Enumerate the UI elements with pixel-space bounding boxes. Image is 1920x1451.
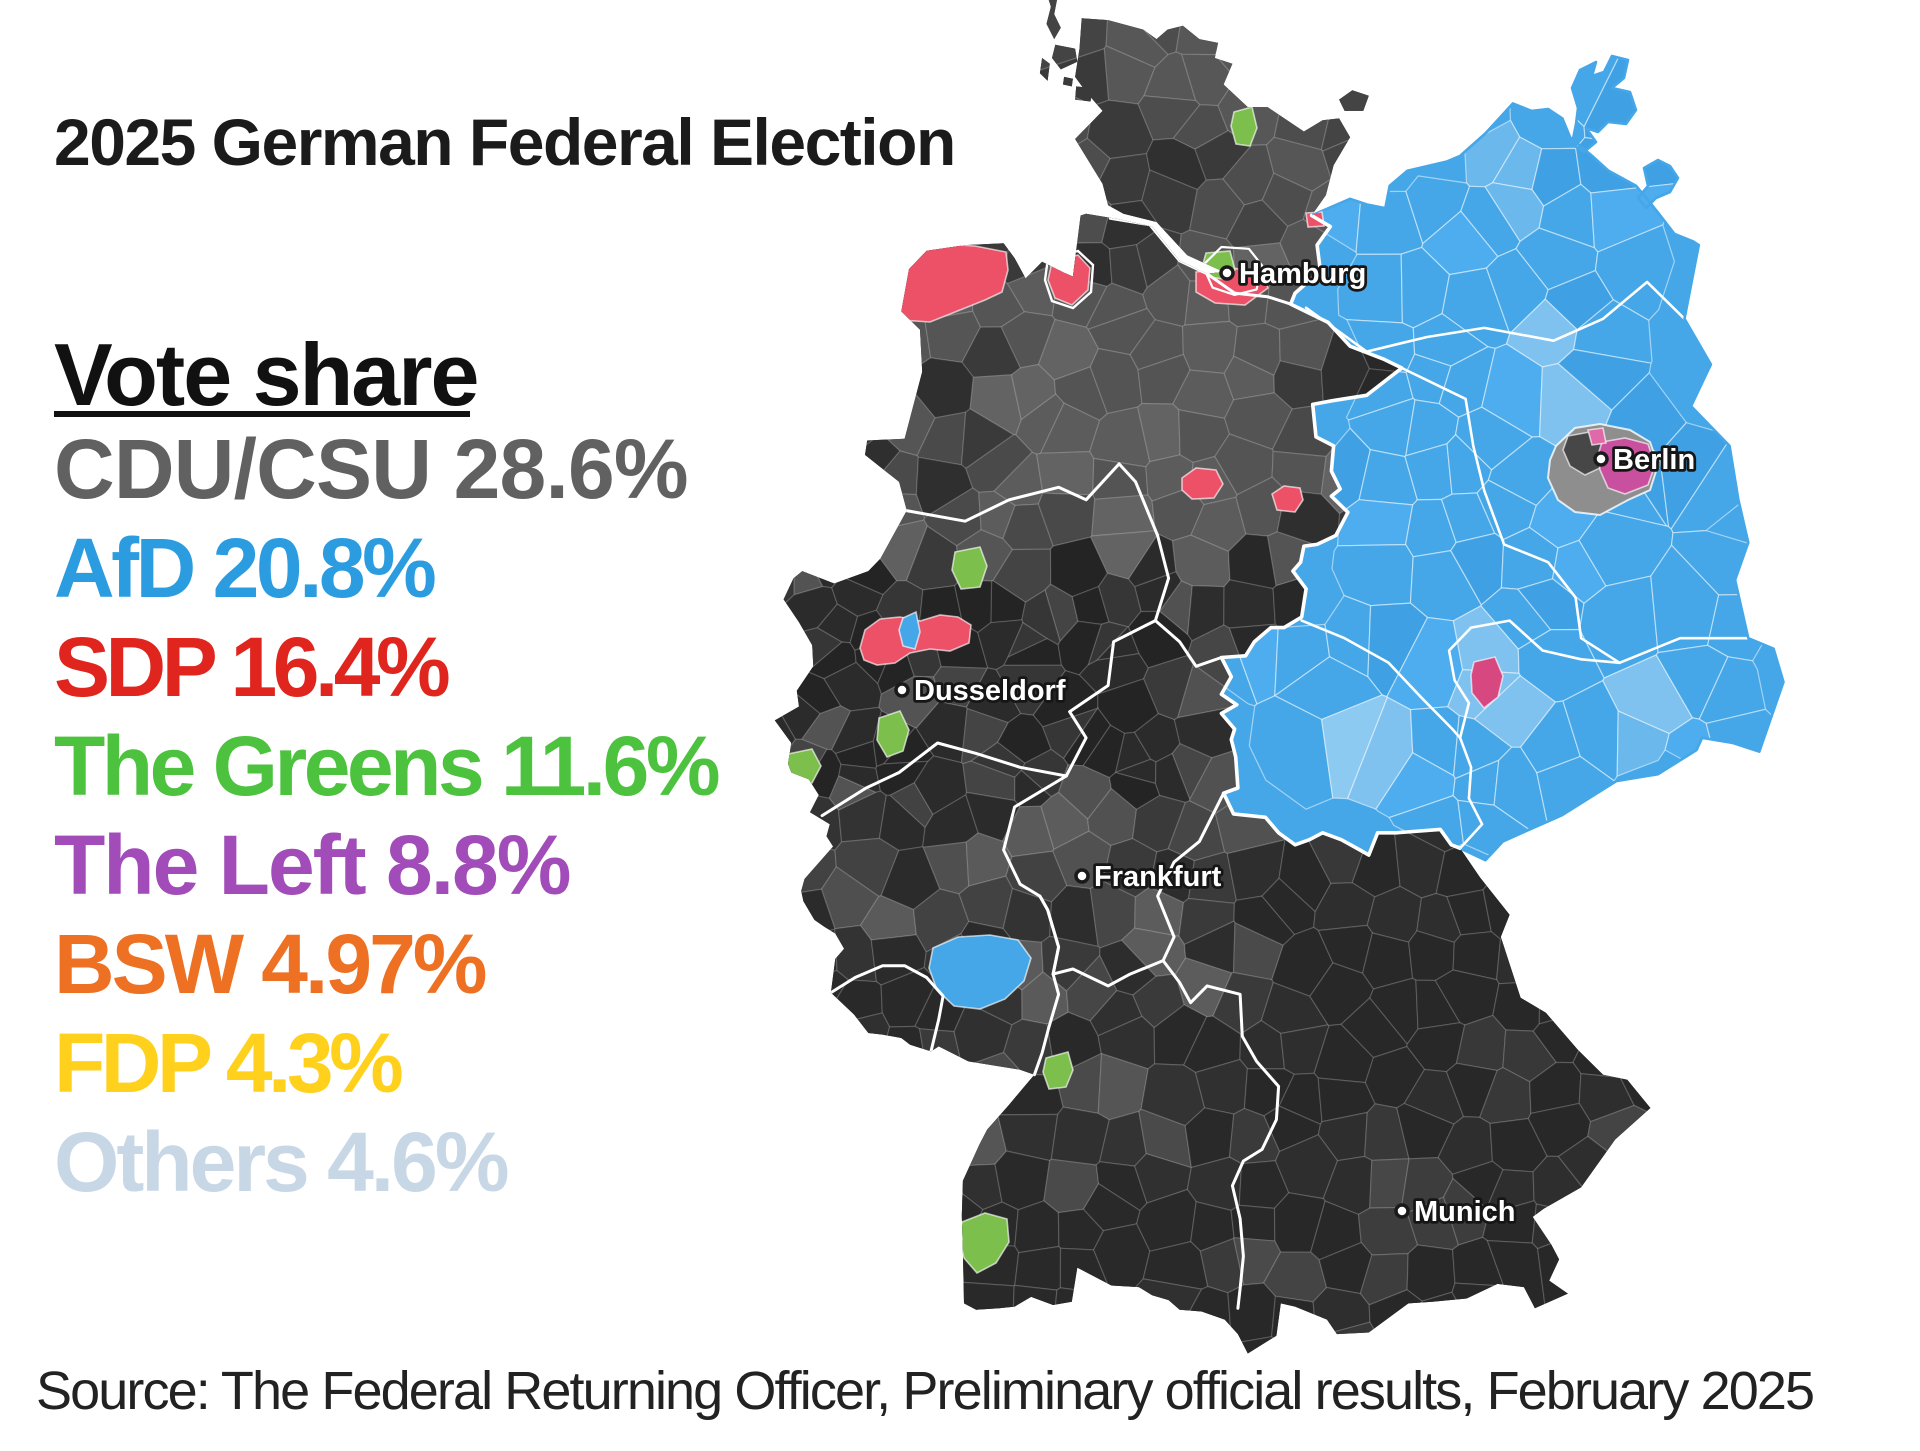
svg-text:Hamburg: Hamburg	[1239, 258, 1366, 290]
svg-text:Munich: Munich	[1414, 1196, 1516, 1228]
svg-text:Frankfurt: Frankfurt	[1094, 861, 1222, 893]
svg-text:Berlin: Berlin	[1613, 444, 1695, 476]
svg-text:Dusseldorf: Dusseldorf	[914, 675, 1066, 707]
